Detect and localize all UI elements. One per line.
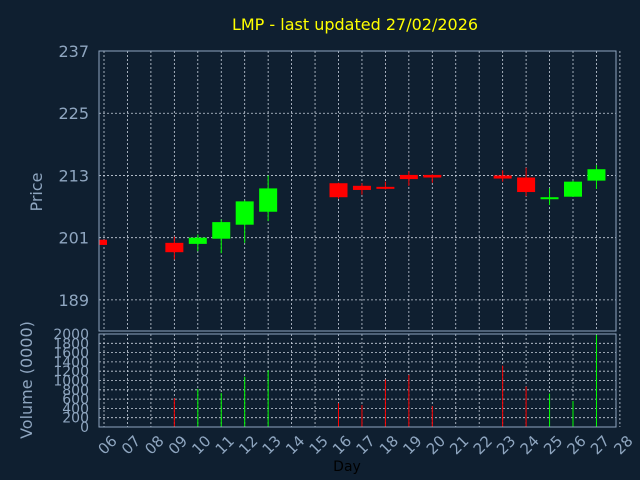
candle-24 — [517, 167, 536, 197]
x-tick-label: 11 — [212, 432, 238, 458]
x-tick-label: 17 — [352, 432, 378, 458]
candle-23 — [493, 170, 512, 182]
candle-12 — [235, 200, 254, 243]
candle-body — [165, 242, 184, 253]
price-y-ticks: 189 201 213 225 237 — [58, 42, 89, 310]
price-tick-label: 189 — [58, 291, 89, 310]
volume-tick-label: 1400 — [53, 355, 89, 371]
volume-frame — [98, 333, 617, 428]
x-tick-label: 09 — [165, 432, 191, 458]
x-tick-label: 16 — [329, 432, 355, 458]
volume-tick-label: 1000 — [53, 374, 89, 390]
price-tick-label: 213 — [58, 166, 89, 185]
candle-body — [399, 174, 418, 180]
price-tick-label: 237 — [58, 42, 89, 61]
x-tick-label: 12 — [235, 432, 261, 458]
x-tick-label: 14 — [282, 432, 308, 458]
candle-body — [493, 175, 512, 179]
candle-body — [540, 197, 559, 200]
volume-tick-label: 400 — [62, 401, 89, 417]
volume-tick-label: 1600 — [53, 346, 89, 362]
candle-10 — [188, 234, 207, 252]
candle-body — [329, 183, 348, 198]
price-axis-label: Price — [27, 172, 46, 211]
x-tick-label: 13 — [259, 432, 285, 458]
x-tick-label: 25 — [540, 432, 566, 458]
x-tick-label: 21 — [446, 432, 472, 458]
volume-tick-label: 2000 — [53, 327, 89, 343]
x-tick-label: 19 — [399, 432, 425, 458]
candle-11 — [212, 219, 231, 254]
x-tick-label: 10 — [188, 432, 214, 458]
volume-axis-label: Volume (0000) — [17, 321, 36, 439]
volume-grid — [99, 333, 621, 428]
candle-body — [376, 186, 395, 189]
candle-16 — [329, 182, 348, 199]
x-tick-label: 23 — [493, 432, 519, 458]
candle-body — [212, 222, 231, 239]
x-tick-labels: 0607080910111213141516171819202122232425… — [94, 432, 636, 458]
chart-title: LMP - last updated 27/02/2026 — [232, 15, 478, 34]
candle-20 — [423, 174, 442, 183]
candle-25 — [540, 188, 559, 205]
price-frame — [98, 50, 617, 332]
candle-26 — [564, 180, 582, 197]
candle-27 — [587, 165, 606, 189]
candle-body — [352, 185, 371, 190]
candle-13 — [259, 175, 278, 222]
x-tick-label: 18 — [376, 432, 402, 458]
x-tick-label: 28 — [610, 432, 636, 458]
candle-body — [517, 177, 536, 193]
x-tick-label: 27 — [587, 432, 613, 458]
volume-tick-label: 200 — [62, 411, 89, 427]
volume-tick-label: 0 — [80, 420, 89, 436]
candles — [99, 165, 606, 260]
x-tick-label: 26 — [563, 432, 589, 458]
volume-tick-label: 800 — [62, 383, 89, 399]
price-tick-label: 225 — [58, 104, 89, 123]
candle-body — [423, 174, 442, 178]
x-tick-label: 07 — [118, 432, 144, 458]
candle-body — [188, 237, 207, 244]
x-axis-label: Day — [333, 459, 361, 475]
candle-09 — [165, 236, 184, 260]
volume-bars — [173, 334, 597, 427]
x-tick-label: 15 — [306, 432, 332, 458]
x-tick-label: 20 — [423, 432, 449, 458]
x-tick-label: 24 — [517, 432, 543, 458]
candle-body — [235, 201, 254, 225]
volume-tick-label: 1800 — [53, 336, 89, 352]
x-tick-label: 08 — [141, 432, 167, 458]
candle-17 — [352, 183, 371, 195]
price-grid — [99, 50, 621, 331]
candle-body — [259, 188, 278, 212]
candle-18 — [376, 181, 395, 190]
volume-tick-label: 600 — [62, 392, 89, 408]
x-tick-label: 22 — [470, 432, 496, 458]
volume-tick-label: 1200 — [53, 364, 89, 380]
candle-body — [587, 169, 606, 181]
candle-19 — [399, 171, 418, 186]
price-tick-label: 201 — [58, 229, 89, 248]
candle-06 — [99, 239, 107, 245]
candle-body — [99, 239, 107, 245]
candle-body — [564, 181, 582, 197]
x-tick-label: 06 — [94, 432, 120, 458]
price-panel: 189 201 213 225 237 Price — [27, 42, 621, 332]
